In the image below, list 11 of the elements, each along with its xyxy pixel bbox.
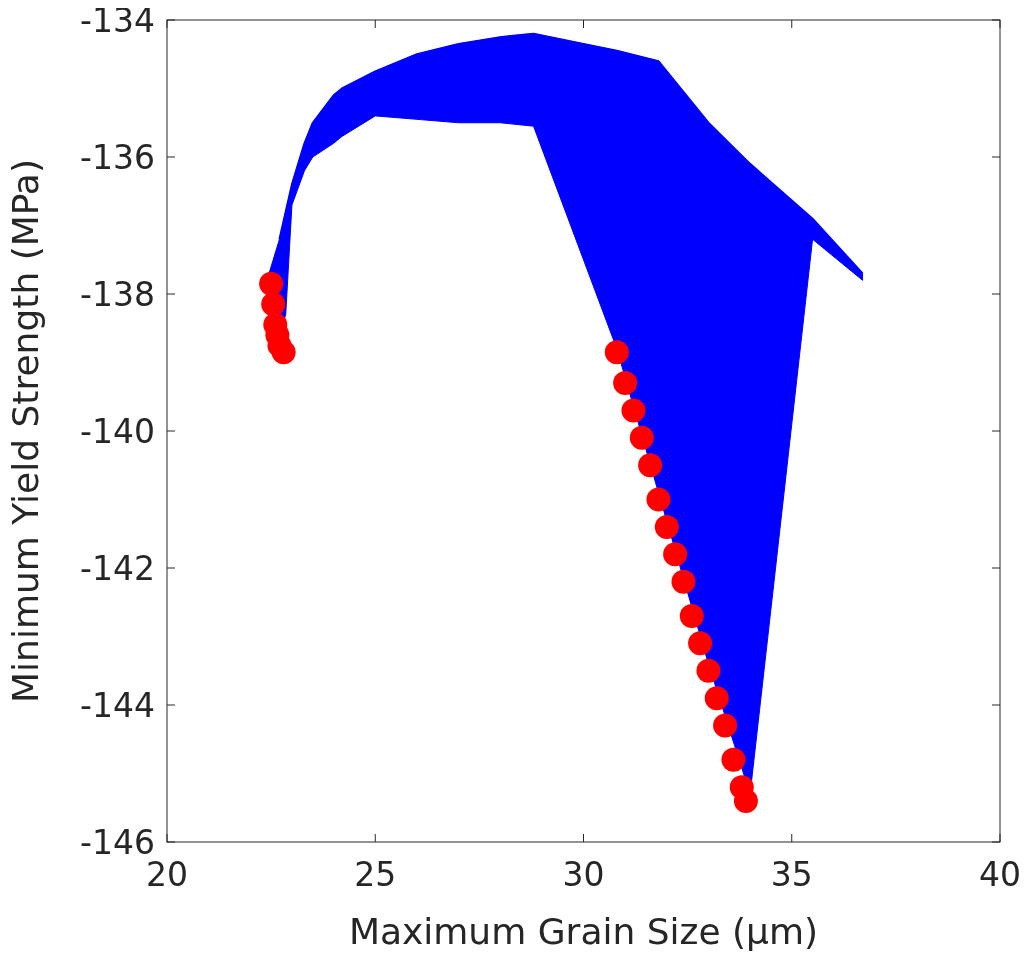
y-tick-label: -144 [80,685,155,725]
x-tick-label: 40 [979,855,1021,894]
y-tick-label: -142 [80,548,155,588]
x-tick-label: 35 [770,855,813,894]
x-tick-label: 30 [562,855,605,894]
x-axis-title: Maximum Grain Size (μm) [348,911,819,952]
y-axis-title: Minimum Yield Strength (MPa) [5,159,46,703]
y-tick-label: -138 [80,274,155,314]
x-tick-label: 25 [354,855,397,894]
y-tick-label: -140 [80,411,155,451]
y-tick-label: -136 [80,137,155,177]
